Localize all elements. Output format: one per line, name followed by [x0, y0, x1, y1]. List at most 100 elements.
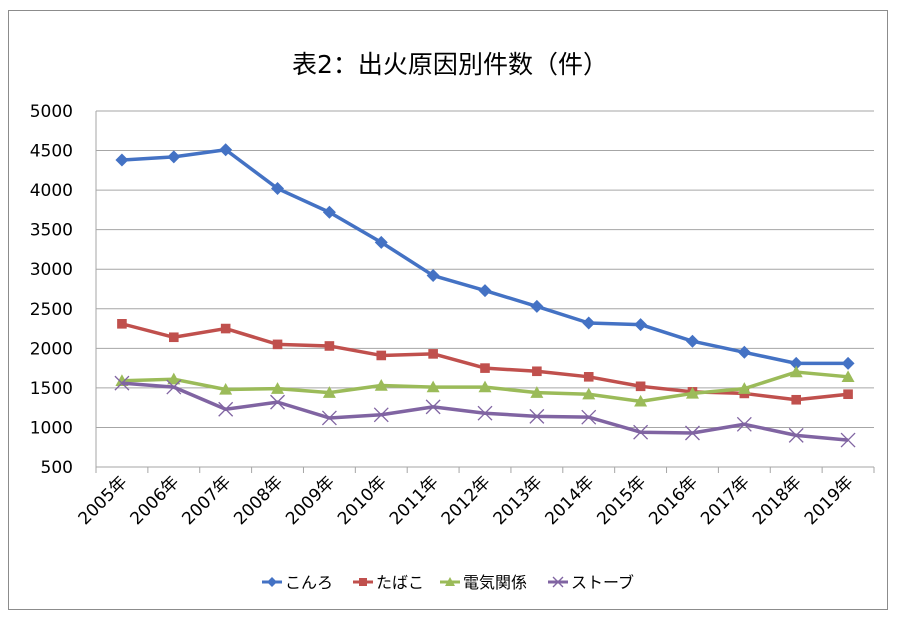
diamond-marker: [219, 143, 233, 157]
diamond-marker: [167, 150, 181, 164]
x-marker: [425, 399, 441, 415]
x-marker: [788, 427, 804, 443]
x-marker: [114, 375, 130, 391]
x-tick-label: 2008年: [230, 472, 287, 529]
x-marker: [373, 407, 389, 423]
x-tick-label: 2014年: [542, 472, 599, 529]
y-tick-label: 5000: [30, 102, 73, 122]
x-tick-label: 2019年: [801, 472, 858, 529]
x-axis: 2005年2006年2007年2008年2009年2010年2011年2012年…: [75, 111, 875, 529]
x-marker: [321, 410, 337, 426]
diamond-marker: [530, 299, 544, 313]
x-marker-stroke: [685, 425, 700, 441]
y-tick-label: 2500: [30, 300, 73, 320]
diamond-marker: [267, 577, 277, 587]
triangle-marker: [582, 387, 596, 400]
y-tick-label: 2000: [30, 339, 73, 359]
x-marker-stroke: [529, 408, 545, 424]
x-tick-label: 2016年: [645, 472, 702, 529]
diamond-marker: [426, 269, 440, 283]
x-tick-label: 2017年: [697, 472, 754, 529]
legend-item: こんろ: [262, 573, 333, 592]
x-marker: [477, 405, 493, 421]
square-marker: [359, 578, 367, 586]
diamond-marker: [374, 235, 388, 249]
x-tick-label: 2018年: [749, 472, 806, 529]
diamond-marker: [737, 345, 751, 359]
diamond-marker: [582, 316, 596, 330]
square-marker: [843, 389, 853, 400]
series-2: [117, 319, 853, 405]
x-tick-label: 2009年: [282, 472, 339, 529]
x-marker: [166, 379, 182, 395]
triangle-marker: [322, 386, 336, 398]
x-marker-stroke: [477, 405, 493, 421]
diamond-marker: [478, 284, 492, 298]
legend-label: 電気関係: [463, 573, 527, 592]
square-marker: [480, 363, 490, 373]
triangle-marker: [530, 386, 544, 398]
triangle-marker: [841, 370, 855, 383]
x-marker: [633, 424, 649, 440]
x-marker: [581, 409, 597, 425]
y-tick-label: 3000: [30, 260, 73, 280]
series-group: [114, 143, 856, 448]
square-marker: [169, 332, 179, 343]
legend-label: ストーブ: [571, 573, 634, 592]
x-marker-stroke: [788, 427, 804, 443]
y-axis-ticks: 500 1000 1500 2000 2500 3000 3500 4000 4500 5000: [30, 102, 73, 478]
diamond-marker: [322, 205, 336, 219]
x-marker: [270, 394, 285, 410]
x-marker-stroke: [270, 394, 285, 410]
triangle-marker: [737, 382, 751, 394]
x-marker-stroke: [373, 407, 389, 423]
square-marker: [220, 323, 231, 334]
diamond-marker: [789, 356, 803, 370]
x-tick-label: 2007年: [178, 472, 235, 529]
x-marker: [685, 425, 700, 441]
diamond-marker: [271, 182, 285, 196]
x-marker-stroke: [633, 424, 649, 440]
series-4: [114, 375, 856, 448]
legend-item: たばこ: [353, 573, 424, 592]
triangle-marker: [219, 382, 233, 395]
x-marker-stroke: [218, 401, 234, 417]
triangle-marker: [374, 379, 388, 391]
x-tick-label: 2005年: [75, 472, 132, 529]
x-tick-label: 2012年: [438, 472, 495, 529]
x-tick-label: 2011年: [386, 472, 443, 529]
square-marker: [376, 350, 387, 361]
series-1: [115, 143, 855, 370]
chart-frame: [8, 10, 888, 610]
square-marker: [272, 339, 283, 350]
y-tick-label: 1500: [30, 379, 73, 399]
x-marker-stroke: [840, 432, 856, 448]
diamond-marker: [634, 318, 648, 332]
x-marker-stroke: [552, 576, 564, 588]
x-marker: [840, 432, 856, 448]
square-marker: [635, 381, 646, 392]
series-3: [115, 365, 855, 407]
diamond-marker: [685, 334, 699, 348]
triangle-marker: [634, 394, 648, 407]
square-marker: [583, 372, 594, 382]
y-tick-label: 4500: [30, 142, 73, 162]
triangle-marker: [789, 365, 803, 378]
y-tick-label: 1000: [30, 418, 73, 438]
square-marker: [428, 349, 438, 359]
triangle-marker: [478, 380, 492, 393]
square-marker: [532, 366, 542, 377]
diamond-marker: [841, 356, 855, 370]
x-marker-stroke: [166, 379, 182, 395]
x-marker: [218, 401, 234, 417]
x-marker-stroke: [114, 375, 130, 391]
x-marker: [552, 576, 564, 588]
triangle-marker: [426, 380, 440, 393]
y-tick-label: 500: [41, 458, 73, 478]
square-marker: [791, 394, 801, 405]
y-tick-label: 4000: [30, 181, 73, 201]
y-tick-label: 3500: [30, 221, 73, 241]
x-marker-stroke: [425, 399, 441, 415]
x-marker-stroke: [321, 410, 337, 426]
